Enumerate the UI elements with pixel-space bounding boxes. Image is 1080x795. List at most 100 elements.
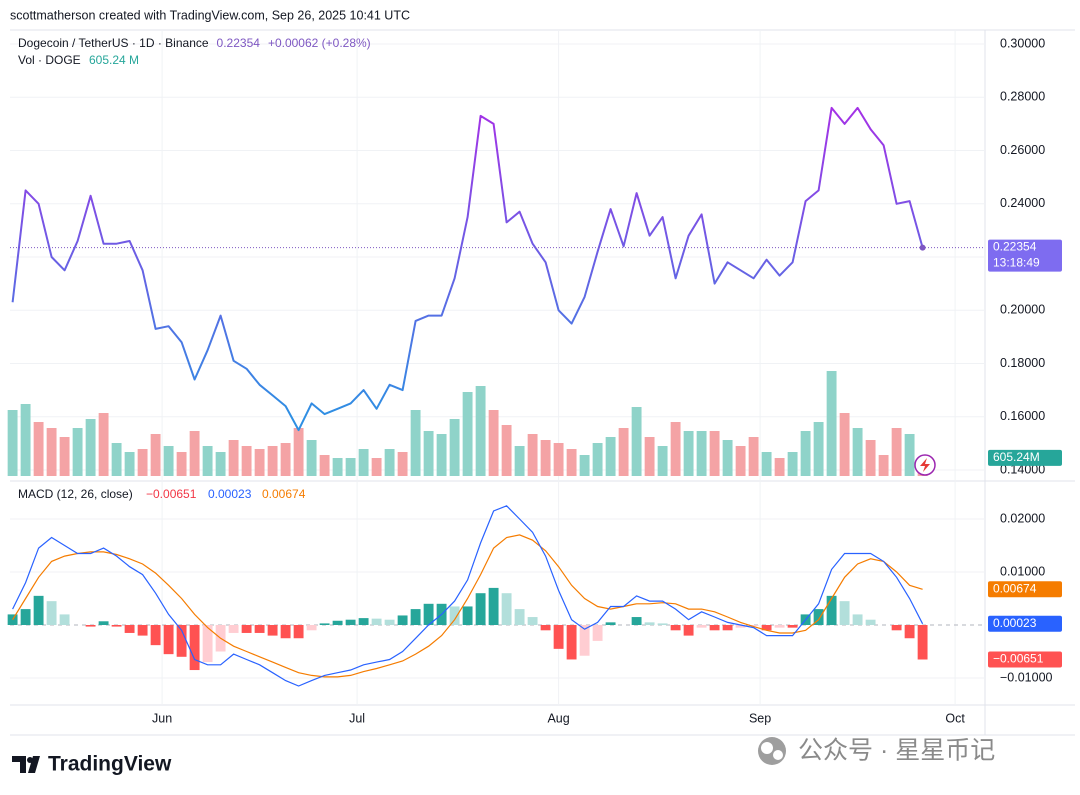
volume-bar bbox=[371, 458, 382, 476]
histogram-bar bbox=[462, 606, 473, 625]
histogram-bar bbox=[670, 625, 681, 631]
volume-bar bbox=[176, 452, 187, 476]
histogram-bar bbox=[449, 606, 460, 625]
volume-bar bbox=[228, 440, 239, 476]
macd-line bbox=[12, 505, 924, 687]
histogram-bar bbox=[410, 609, 421, 625]
volume-bar bbox=[774, 458, 785, 476]
volume-bar bbox=[20, 404, 31, 476]
volume-bar bbox=[384, 449, 395, 476]
volume-bar bbox=[514, 446, 525, 476]
signal-line bbox=[12, 534, 923, 678]
volume-bar bbox=[852, 428, 863, 476]
credit: scottmatherson created with TradingView.… bbox=[10, 8, 410, 22]
volume-bar bbox=[449, 419, 460, 476]
histogram-bar bbox=[865, 619, 876, 625]
volume-legend-value: 605.24 M bbox=[89, 53, 139, 67]
histogram-axis-label-bg bbox=[988, 651, 1062, 668]
macd-legend-value: 0.00023 bbox=[208, 487, 252, 501]
histogram-bar bbox=[59, 614, 70, 625]
watermark: 公众号 · 星星币记 bbox=[758, 737, 995, 765]
volume-bar bbox=[735, 446, 746, 476]
histogram-bar bbox=[85, 625, 96, 627]
volume-bar bbox=[839, 413, 850, 476]
histogram-bar bbox=[683, 625, 694, 636]
volume-bar bbox=[319, 455, 330, 476]
histogram-bar bbox=[280, 625, 291, 639]
y-tick-label: 0.01000 bbox=[1000, 564, 1045, 578]
y-tick-label: 0.02000 bbox=[1000, 511, 1045, 525]
y-tick-label: 0.30000 bbox=[1000, 36, 1045, 50]
histogram-bar bbox=[605, 622, 616, 625]
last-price-label: 0.22354 bbox=[993, 240, 1037, 254]
volume-bar bbox=[761, 452, 772, 476]
x-tick-label: Sep bbox=[749, 711, 771, 725]
histogram-bar bbox=[566, 625, 577, 660]
histogram-bar bbox=[176, 625, 187, 657]
histogram-bar bbox=[202, 625, 213, 663]
volume-axis-label-bg bbox=[988, 449, 1062, 466]
histogram-bar bbox=[163, 625, 174, 655]
volume-bar bbox=[85, 419, 96, 476]
volume-bar bbox=[267, 446, 278, 476]
histogram-bar bbox=[332, 620, 343, 625]
volume-bar bbox=[98, 413, 109, 476]
marks bbox=[7, 106, 985, 687]
volume-bar bbox=[7, 410, 18, 476]
histogram-bar bbox=[514, 609, 525, 625]
volume-bar bbox=[293, 428, 304, 476]
volume-bar bbox=[540, 440, 551, 476]
volume-bar bbox=[124, 452, 135, 476]
histogram-bar bbox=[813, 609, 824, 625]
histogram-bar bbox=[46, 601, 57, 625]
volume-bar bbox=[891, 428, 902, 476]
histogram-bar bbox=[735, 625, 746, 628]
histogram-bar bbox=[644, 622, 655, 625]
histogram-bar bbox=[397, 615, 408, 625]
histogram-bar bbox=[189, 625, 200, 671]
volume-bar bbox=[501, 425, 512, 476]
volume-bar bbox=[709, 431, 720, 476]
histogram-bar bbox=[696, 625, 707, 628]
volume-bar bbox=[215, 452, 226, 476]
volume-bar bbox=[579, 455, 590, 476]
macd-axis-label-bg bbox=[988, 615, 1062, 632]
histogram-bar bbox=[774, 625, 785, 628]
volume-bar bbox=[813, 422, 824, 476]
y-tick-label: 0.20000 bbox=[1000, 303, 1045, 317]
signal-axis-label: 0.00674 bbox=[993, 581, 1037, 595]
volume-bar bbox=[592, 443, 603, 476]
volume-bar bbox=[410, 410, 421, 476]
histogram-bar bbox=[826, 595, 837, 625]
histogram-bar bbox=[891, 625, 902, 631]
volume-bar bbox=[800, 431, 811, 476]
tradingview-logo[interactable]: TradingView bbox=[12, 753, 172, 776]
volume-bar bbox=[748, 437, 759, 476]
signal-legend-value: 0.00674 bbox=[262, 487, 306, 501]
replay-icon[interactable] bbox=[914, 454, 936, 476]
volume-bar bbox=[358, 449, 369, 476]
volume-bar bbox=[670, 422, 681, 476]
volume-bar bbox=[254, 449, 265, 476]
volume-bar bbox=[306, 440, 317, 476]
volume-bar bbox=[202, 446, 213, 476]
histogram-bar bbox=[306, 625, 317, 631]
volume-bar bbox=[904, 434, 915, 476]
volume-bar bbox=[137, 449, 148, 476]
histogram-bar bbox=[293, 625, 304, 639]
y-tick-label: 0.16000 bbox=[1000, 409, 1045, 423]
price-line bbox=[11, 106, 924, 432]
histogram-axis-label: −0.00651 bbox=[993, 652, 1044, 666]
histogram-bar bbox=[761, 625, 772, 631]
macd-name: MACD (12, 26, close) bbox=[18, 487, 133, 501]
histogram-bar bbox=[657, 623, 668, 625]
histogram-bar bbox=[709, 625, 720, 631]
y-tick-label: −0.01000 bbox=[1000, 670, 1053, 684]
x-tick-label: Jul bbox=[349, 711, 365, 725]
histogram-bar bbox=[488, 587, 499, 625]
histogram-bar bbox=[839, 601, 850, 625]
volume-bar bbox=[657, 446, 668, 476]
histogram-bar bbox=[124, 625, 135, 633]
volume-bar bbox=[423, 431, 434, 476]
volume-bar bbox=[683, 431, 694, 476]
